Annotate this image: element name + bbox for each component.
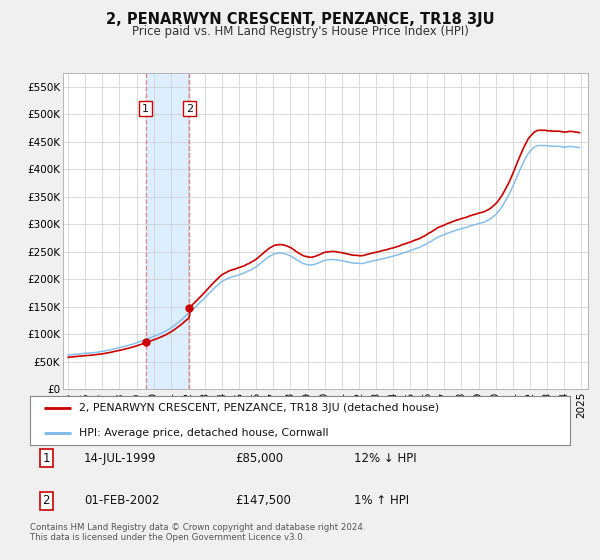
Text: HPI: Average price, detached house, Cornwall: HPI: Average price, detached house, Corn… [79,428,328,438]
Text: 2, PENARWYN CRESCENT, PENZANCE, TR18 3JU: 2, PENARWYN CRESCENT, PENZANCE, TR18 3JU [106,12,494,27]
Text: 2, PENARWYN CRESCENT, PENZANCE, TR18 3JU (detached house): 2, PENARWYN CRESCENT, PENZANCE, TR18 3JU… [79,403,439,413]
Text: 01-FEB-2002: 01-FEB-2002 [84,494,160,507]
Text: 12% ↓ HPI: 12% ↓ HPI [354,451,416,465]
Text: 1: 1 [142,104,149,114]
Text: Contains HM Land Registry data © Crown copyright and database right 2024.
This d: Contains HM Land Registry data © Crown c… [30,523,365,543]
Text: £85,000: £85,000 [235,451,283,465]
Text: £147,500: £147,500 [235,494,291,507]
Text: 14-JUL-1999: 14-JUL-1999 [84,451,157,465]
Text: 1: 1 [43,451,50,465]
Bar [146,73,189,389]
Text: 2: 2 [43,494,50,507]
Text: 2: 2 [185,104,193,114]
Text: 1% ↑ HPI: 1% ↑ HPI [354,494,409,507]
Text: Price paid vs. HM Land Registry's House Price Index (HPI): Price paid vs. HM Land Registry's House … [131,25,469,38]
